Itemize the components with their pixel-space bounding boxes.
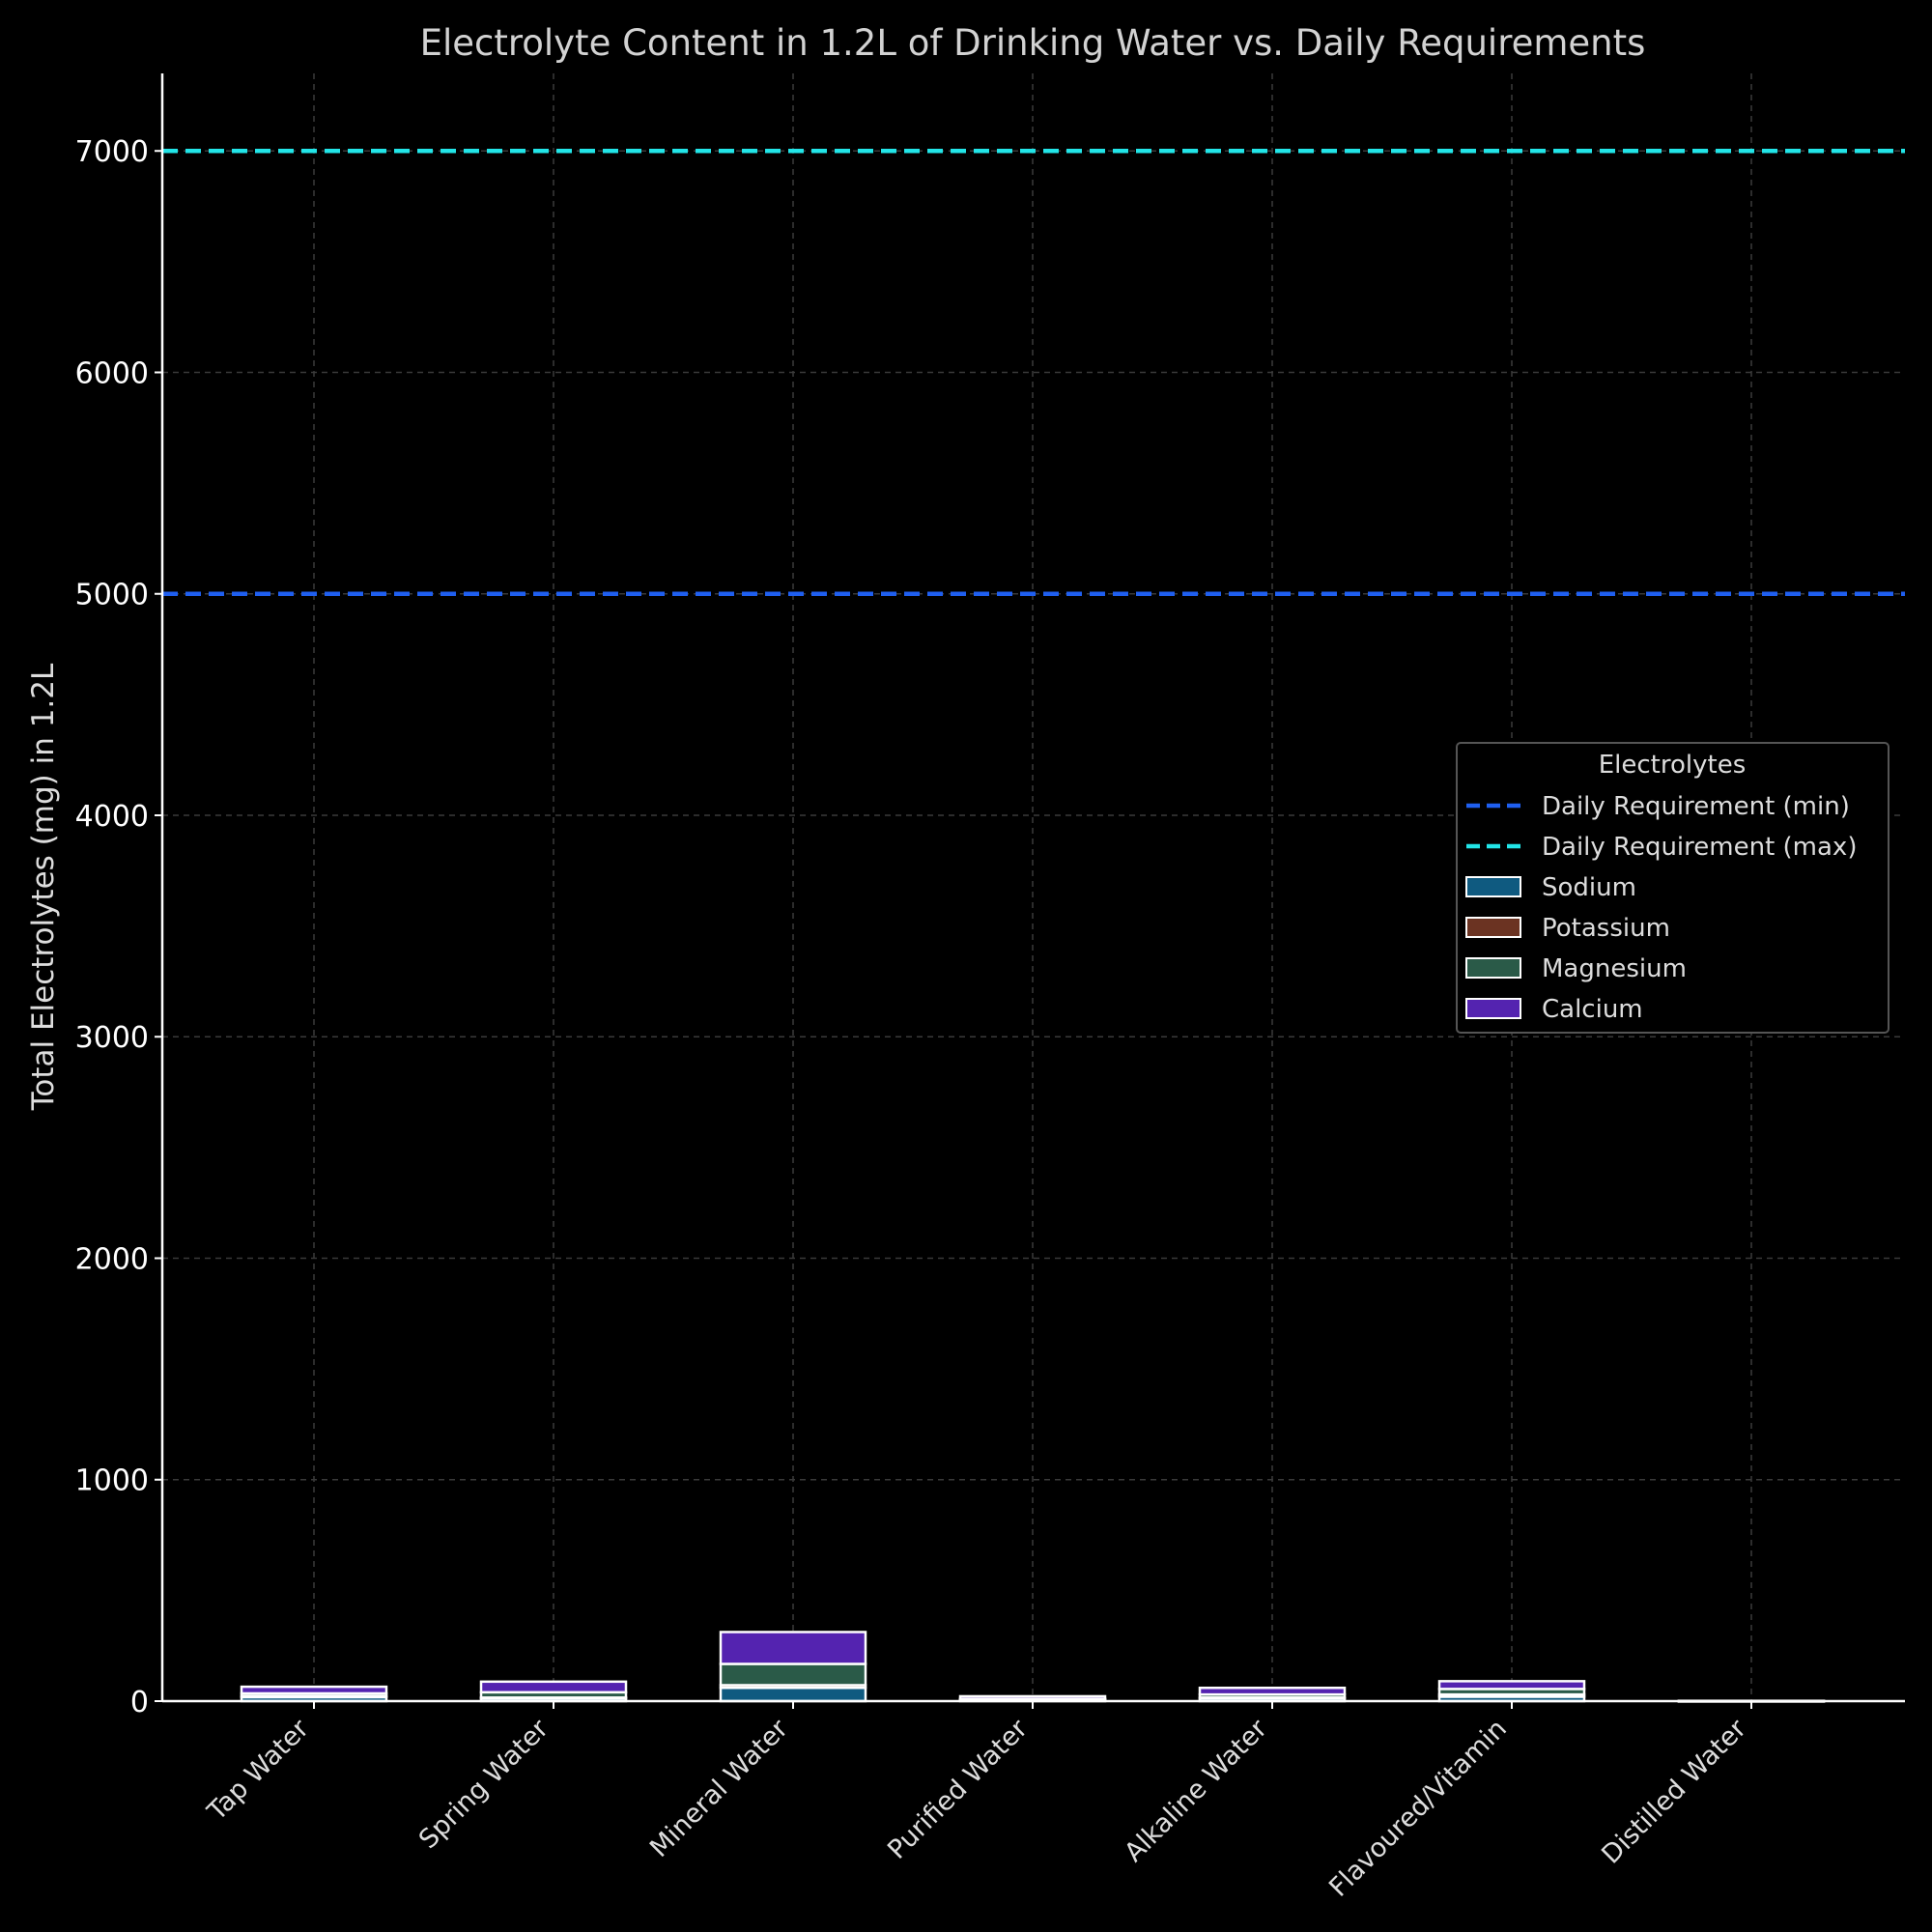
- chart-title: Electrolyte Content in 1.2L of Drinking …: [420, 22, 1646, 64]
- bar-segment: [1198, 1686, 1347, 1696]
- bar-segment: [479, 1680, 628, 1694]
- legend-swatch: [1465, 917, 1521, 938]
- legend-label: Daily Requirement (min): [1542, 792, 1850, 821]
- y-tick-label: 7000: [75, 135, 149, 169]
- bar-segment: [719, 1631, 867, 1665]
- y-tick-label: 0: [130, 1686, 149, 1719]
- reference-lines: [162, 148, 1905, 596]
- y-tick-label: 3000: [75, 1021, 149, 1055]
- legend-label: Sodium: [1542, 873, 1636, 902]
- legend-label: Potassium: [1542, 914, 1670, 943]
- bar-segment: [240, 1685, 388, 1695]
- bar-segment: [719, 1662, 867, 1687]
- bar-segment: [1437, 1680, 1586, 1690]
- legend: Electrolytes Daily Requirement (min)Dail…: [1456, 742, 1889, 1034]
- y-tick-label: 6000: [75, 356, 149, 390]
- legend-items: Daily Requirement (min) Daily Requirement…: [1465, 792, 1857, 1024]
- y-tick-label: 5000: [75, 579, 149, 612]
- y-ticks: 0 1000 2000 3000 4000 5000 6000 7000: [75, 135, 162, 1719]
- legend-label: Daily Requirement (max): [1542, 833, 1857, 862]
- bar-segment: [958, 1694, 1107, 1700]
- legend-label: Calcium: [1542, 995, 1643, 1024]
- y-axis-label: Total Electrolytes (mg) in 1.2L: [26, 663, 61, 1111]
- legend-swatch: [1465, 876, 1521, 897]
- y-tick-label: 2000: [75, 1242, 149, 1276]
- legend-swatch: [1465, 957, 1521, 979]
- legend-frame: [1456, 742, 1889, 1034]
- bar-segment: [719, 1686, 867, 1703]
- legend-label: Magnesium: [1542, 954, 1687, 983]
- y-tick-label: 4000: [75, 800, 149, 834]
- legend-swatch: [1465, 998, 1521, 1019]
- legend-title: Electrolytes: [1599, 751, 1747, 780]
- y-tick-label: 1000: [75, 1464, 149, 1498]
